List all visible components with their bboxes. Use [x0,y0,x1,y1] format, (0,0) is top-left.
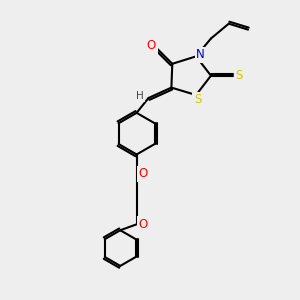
Text: O: O [138,167,147,180]
Text: N: N [196,48,205,62]
Text: S: S [236,69,243,82]
Text: S: S [194,93,201,106]
Text: H: H [136,91,143,100]
Text: O: O [138,218,147,231]
Text: O: O [147,40,156,52]
